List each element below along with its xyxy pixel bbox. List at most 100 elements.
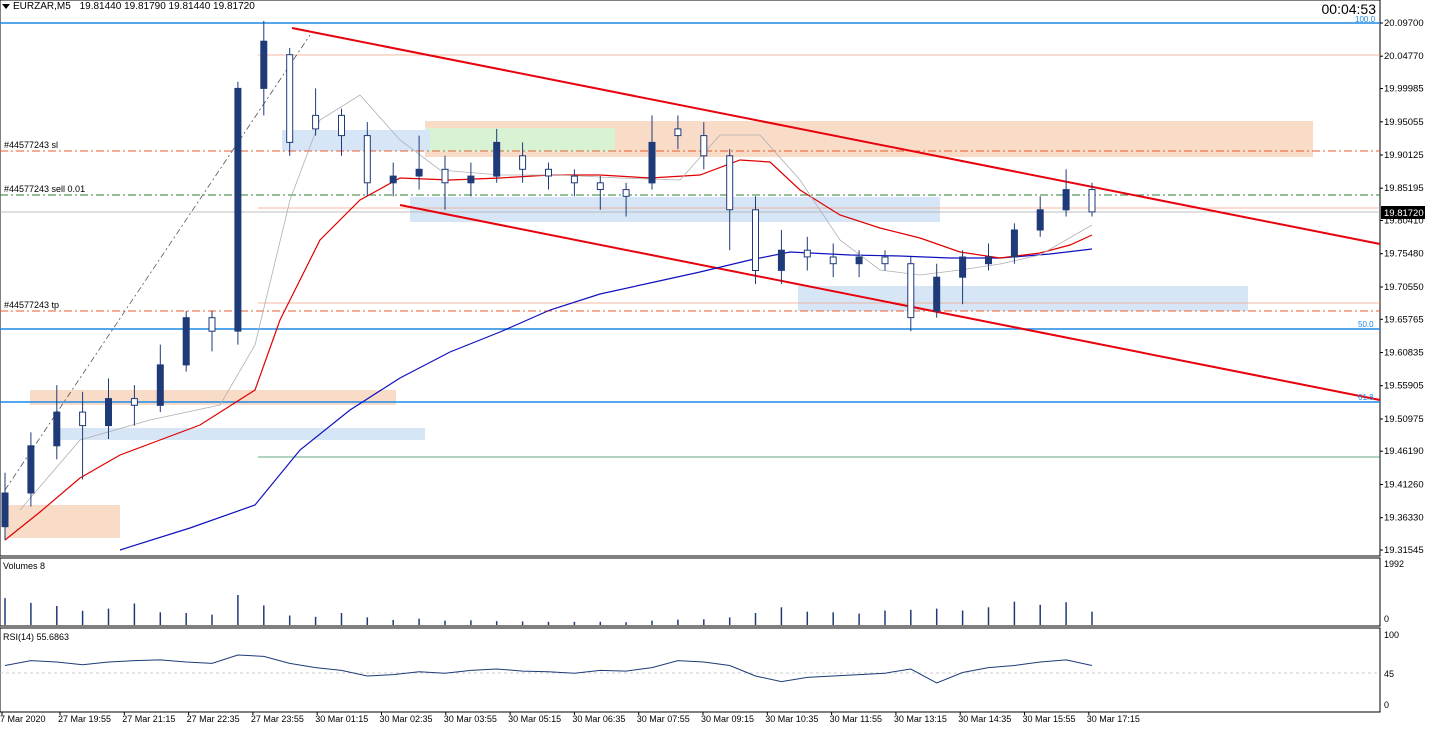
price-tick-label: 19.80410 <box>1384 216 1424 227</box>
price-tick-label: 19.31545 <box>1384 545 1424 556</box>
candle <box>182 310 190 372</box>
candle <box>596 176 604 210</box>
price-tick-label: 19.60835 <box>1384 348 1424 359</box>
time-tick-label: 30 Mar 09:15 <box>701 714 754 724</box>
candle <box>648 115 656 190</box>
candle <box>519 142 527 183</box>
time-tick-label: 7 Mar 2020 <box>0 714 46 724</box>
candle <box>493 128 501 183</box>
zone-green <box>425 128 615 152</box>
candle <box>467 162 475 197</box>
chart-frame <box>0 0 1381 713</box>
candle <box>1 472 9 541</box>
time-tick-label: 30 Mar 15:55 <box>1023 714 1076 724</box>
candle <box>53 385 61 460</box>
price-tick-label: 19.70550 <box>1384 282 1424 293</box>
time-tick-label: 27 Mar 19:55 <box>58 714 111 724</box>
candle <box>985 243 992 271</box>
candle <box>622 182 630 217</box>
candle <box>79 391 87 480</box>
time-tick-label: 30 Mar 05:15 <box>508 714 561 724</box>
time-tick-label: 30 Mar 03:55 <box>444 714 497 724</box>
time-tick-label: 30 Mar 06:35 <box>572 714 625 724</box>
price-tick-label: 19.99985 <box>1384 84 1424 95</box>
rsi-line <box>4 654 1093 684</box>
price-tick-label: 19.95055 <box>1384 117 1424 128</box>
price-tick-label: 19.36330 <box>1384 513 1424 524</box>
time-tick-label: 30 Mar 10:35 <box>765 714 818 724</box>
candle <box>1010 223 1018 264</box>
candle <box>700 122 708 170</box>
candle <box>829 243 837 278</box>
volume-bars <box>4 595 1093 625</box>
price-tick-label: 19.85195 <box>1384 183 1424 194</box>
price-tick-label: 19.65765 <box>1384 314 1424 325</box>
candle <box>389 162 397 197</box>
candle <box>312 88 320 136</box>
candle <box>933 263 941 318</box>
ma-slow <box>119 248 1093 551</box>
ma-gray <box>19 94 1093 511</box>
candle <box>674 115 682 150</box>
order-sl-label[interactable]: #44577243 sl <box>4 140 58 150</box>
price-tick-label: 19.50975 <box>1384 414 1424 425</box>
time-tick-label: 30 Mar 13:15 <box>894 714 947 724</box>
candle <box>959 250 967 305</box>
fib-label-50: 50.0 <box>1358 320 1374 329</box>
candle <box>363 122 371 197</box>
price-tick-label: 20.04770 <box>1384 51 1424 62</box>
time-tick-label: 30 Mar 07:55 <box>637 714 690 724</box>
candle <box>415 135 423 190</box>
rsi-level-45: 45 <box>1384 669 1394 679</box>
zone-blue-mid <box>410 197 940 222</box>
order-sell-label[interactable]: #44577243 sell 0.01 <box>4 184 85 194</box>
candle <box>105 378 112 439</box>
candle <box>545 162 552 190</box>
candle <box>27 432 35 507</box>
current-price-label: 19.81720 <box>1384 208 1424 219</box>
time-tick-label: 30 Mar 11:55 <box>830 714 882 724</box>
rsi-level-100: 100 <box>1384 630 1399 640</box>
candle <box>208 310 216 352</box>
time-tick-label: 27 Mar 23:55 <box>251 714 304 724</box>
zone-blue-left <box>55 428 425 440</box>
candle <box>907 257 915 332</box>
dropdown-icon[interactable] <box>2 3 10 9</box>
price-tick-label: 19.55905 <box>1384 381 1424 392</box>
candle <box>1088 182 1096 217</box>
time-axis: 7 Mar 2020 27 Mar 19:55 27 Mar 21:15 27 Mar… <box>0 712 1140 724</box>
candle <box>855 250 863 278</box>
volumes-max: 1992 <box>1384 559 1404 569</box>
time-tick-label: 30 Mar 02:35 <box>380 714 433 724</box>
fib-label-618: 61.8 <box>1358 393 1374 402</box>
candle <box>260 21 268 116</box>
candle <box>803 236 811 271</box>
time-tick-label: 30 Mar 01:15 <box>315 714 368 724</box>
zone-orange-bottom <box>5 505 120 538</box>
trend-channel[interactable] <box>4 27 1381 491</box>
rsi-level-0: 0 <box>1384 700 1389 710</box>
price-tick-label: 19.41260 <box>1384 480 1424 491</box>
candle <box>1062 169 1070 217</box>
time-tick-label: 27 Mar 21:15 <box>122 714 175 724</box>
candle <box>777 230 785 284</box>
volumes-min: 0 <box>1384 614 1389 624</box>
time-tick-label: 30 Mar 17:15 <box>1087 714 1140 724</box>
time-tick-label: 30 Mar 14:35 <box>958 714 1011 724</box>
symbol-label: EURZAR,M5 <box>13 1 71 12</box>
candle <box>338 108 345 156</box>
candle <box>156 344 164 413</box>
candle <box>726 149 734 251</box>
current-price-marker <box>1381 206 1425 219</box>
candle <box>752 196 759 284</box>
rsi-label: RSI(14) 55.6863 <box>3 632 69 642</box>
price-tick-label: 19.75480 <box>1384 249 1424 260</box>
candle <box>881 250 889 271</box>
time-tick-label: 27 Mar 22:35 <box>187 714 240 724</box>
order-tp-label[interactable]: #44577243 tp <box>4 300 59 310</box>
candlestick-series[interactable] <box>1 21 1096 541</box>
price-tick-label: 19.90125 <box>1384 150 1424 161</box>
price-tick-label: 19.46190 <box>1384 446 1424 457</box>
candle <box>570 169 578 197</box>
